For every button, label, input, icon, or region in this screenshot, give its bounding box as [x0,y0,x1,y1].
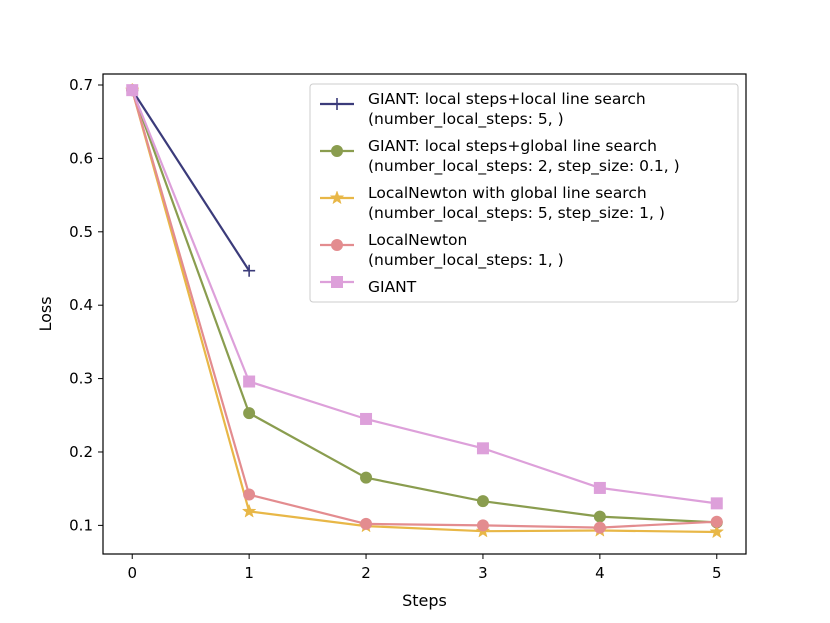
series-line [131,89,717,524]
legend-marker [331,98,343,110]
data-point [360,517,373,530]
plot-frame [102,73,747,555]
data-point [593,521,606,534]
series-layer [124,82,725,539]
series-line [131,89,251,272]
data-point [709,524,725,539]
y-tick-label: 0.4 [69,296,93,314]
data-point [243,375,256,388]
legend-marker [331,239,343,251]
legend-label: GIANT: local steps+global line search [368,137,657,155]
legend-handle-4 [320,276,354,288]
x-tick-label: 1 [244,564,254,582]
legend-handle-0 [320,98,354,110]
data-point [710,497,723,510]
legend-handle-2 [320,190,354,205]
legend-marker [329,190,345,205]
ticks-layer: 0 1 2 3 4 5 0.1 0.2 0.3 0.4 0.5 0.6 0.7 [69,76,721,582]
series-line [131,89,717,534]
legend-label: GIANT: local steps+local line search [368,90,646,108]
x-axis-label: Steps [402,591,447,610]
x-tick-label: 3 [478,564,488,582]
data-point [710,515,723,528]
y-tick-label: 0.6 [69,149,93,167]
legend-handle-1 [320,145,354,157]
x-tick-label: 2 [361,564,371,582]
data-point [241,503,257,518]
y-tick-label: 0.3 [69,370,93,388]
series-4 [126,84,723,510]
data-point [243,264,256,277]
x-tick-label: 5 [712,564,722,582]
y-axis-label: Loss [36,296,55,331]
legend-label: (number_local_steps: 2, step_size: 0.1, … [368,157,680,176]
y-tick-label: 0.2 [69,443,93,461]
data-point [476,495,489,508]
x-tick-label: 4 [595,564,605,582]
data-point [593,481,606,494]
data-point [360,471,373,484]
legend-label: LocalNewton with global line search [368,184,647,202]
series-line [131,89,717,505]
data-point [593,510,606,523]
series-line [131,89,717,529]
legend: GIANT: local steps+local line search (num… [309,83,739,303]
legend-handle-3 [320,239,354,251]
series-3 [126,84,723,534]
series-0 [126,84,256,277]
y-tick-label: 0.7 [69,76,93,94]
data-point [126,84,139,97]
legend-box [309,83,739,303]
x-tick-label: 0 [127,564,137,582]
legend-label: GIANT [368,278,417,296]
legend-marker [331,276,343,288]
data-point [243,407,256,420]
data-point [243,488,256,501]
legend-label: (number_local_steps: 5, step_size: 1, ) [368,204,665,223]
legend-label: (number_local_steps: 1, ) [368,251,564,270]
data-point [360,412,373,425]
y-tick-label: 0.1 [69,516,93,534]
legend-label: (number_local_steps: 5, ) [368,110,564,129]
legend-marker [331,145,343,157]
data-point [476,442,489,455]
y-tick-label: 0.5 [69,223,93,241]
data-point [476,519,489,532]
legend-label: LocalNewton [368,231,467,249]
